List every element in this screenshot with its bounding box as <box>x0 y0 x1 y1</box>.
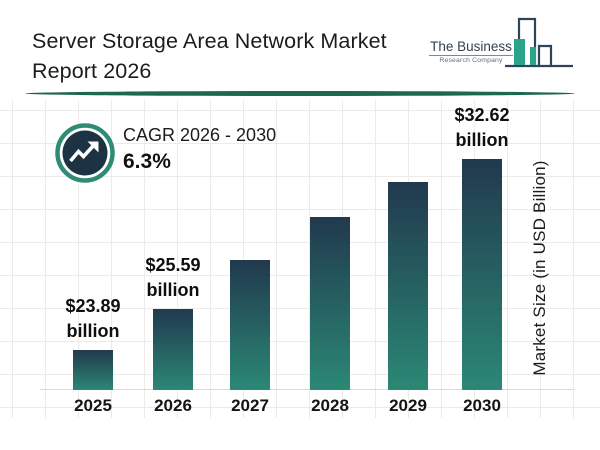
bar-2028 <box>310 217 350 390</box>
company-subname: Research Company <box>439 57 503 64</box>
cagr-trending-up-icon <box>55 123 115 183</box>
x-axis-label-2027: 2027 <box>231 396 269 415</box>
page-title-line2: Report 2026 <box>32 59 152 83</box>
value-label-2026: $25.59 billion <box>145 255 201 300</box>
company-logo: The Business Research Company <box>425 14 585 74</box>
page-title-line1: Server Storage Area Network Market <box>32 29 387 53</box>
page-title: Server Storage Area Network Market Repor… <box>32 26 387 86</box>
cagr-value: 6.3% <box>123 150 171 173</box>
company-logo-text: The Business Research Company <box>429 39 513 64</box>
value-label-2025: $23.89 billion <box>65 296 121 341</box>
x-axis-label-2028: 2028 <box>311 396 349 415</box>
logo-divider-line <box>429 55 513 56</box>
company-name: The Business <box>430 39 512 54</box>
bar-chart-logo-icon <box>505 17 573 68</box>
bar-2025 <box>73 350 113 390</box>
header-divider <box>25 91 575 96</box>
bar-2030 <box>462 159 502 390</box>
bar-2029 <box>388 182 428 390</box>
x-axis-label-2030: 2030 <box>463 396 501 415</box>
x-axis-label-2025: 2025 <box>74 396 112 415</box>
value-label-2030: $32.62 billion <box>454 105 510 150</box>
bar-2026 <box>153 309 193 390</box>
x-axis-baseline <box>40 389 575 390</box>
cagr-text-group: CAGR 2026 - 2030 6.3% <box>123 125 276 174</box>
x-axis-label-2029: 2029 <box>389 396 427 415</box>
y-axis-title: Market Size (in USD Billion) <box>530 160 549 376</box>
x-axis-label-2026: 2026 <box>154 396 192 415</box>
bar-2027 <box>230 260 270 390</box>
cagr-label: CAGR 2026 - 2030 <box>123 125 277 145</box>
